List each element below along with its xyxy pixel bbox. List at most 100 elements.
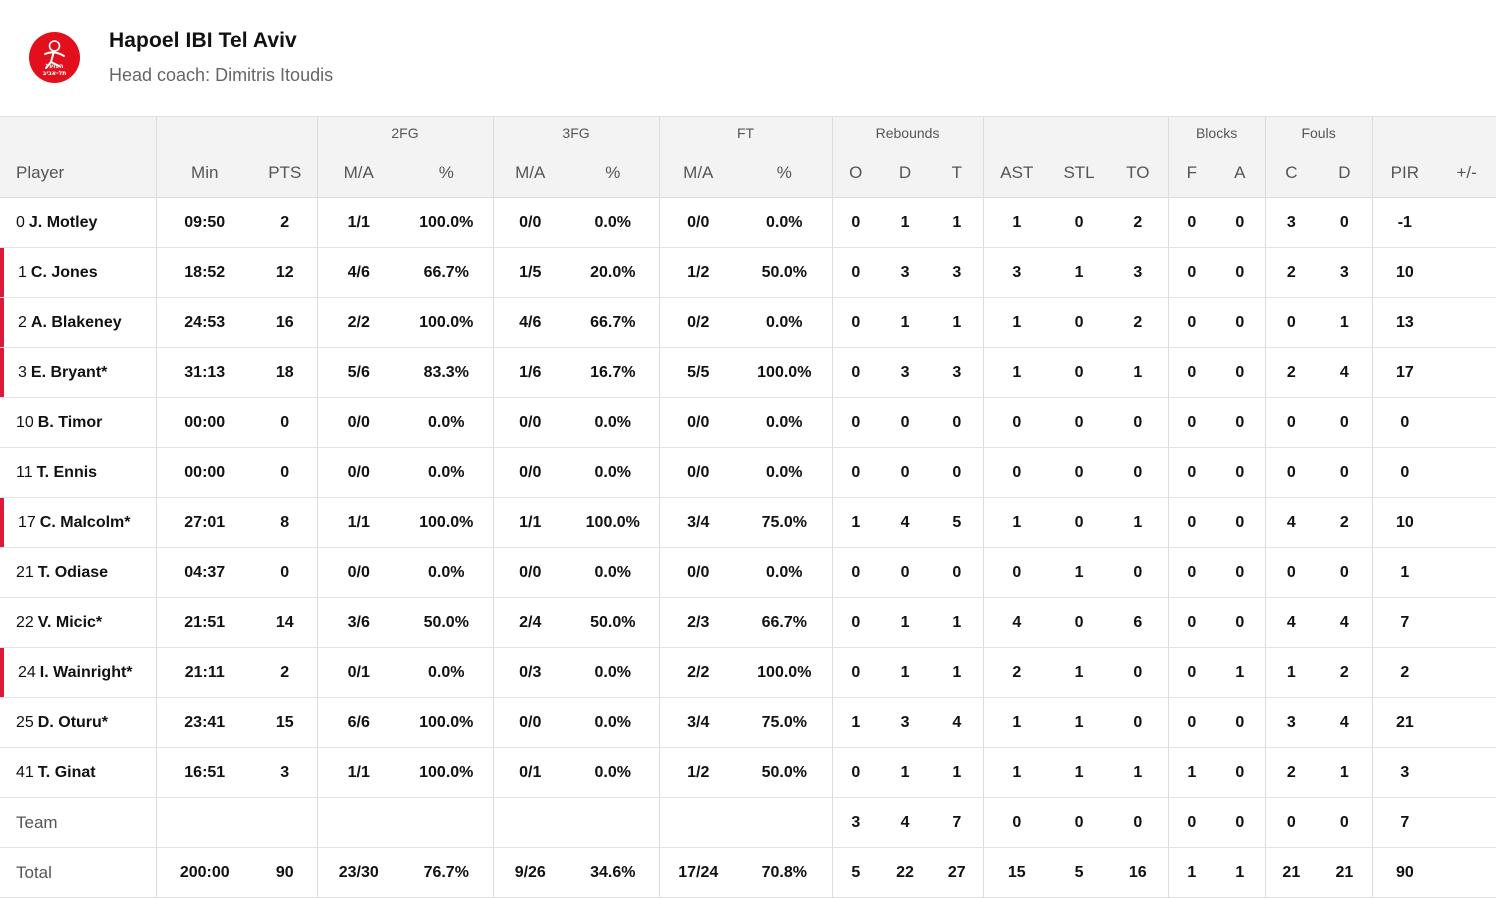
- col-ft-pct[interactable]: %: [737, 149, 833, 198]
- player-name[interactable]: T. Ginat: [37, 763, 96, 781]
- player-name[interactable]: A. Blakeney: [30, 313, 122, 331]
- col-min[interactable]: Min: [155, 149, 253, 198]
- stat-to: 2: [1108, 297, 1169, 348]
- stat-stl: 0: [1050, 497, 1109, 548]
- stat-foul-d: 0: [1317, 447, 1373, 498]
- col-pir[interactable]: PIR: [1371, 149, 1438, 198]
- player-name[interactable]: T. Ennis: [36, 463, 98, 481]
- stat-foul-d: 4: [1317, 347, 1373, 398]
- player-cell[interactable]: 2 A. Blakeney: [0, 297, 156, 348]
- col-ast[interactable]: AST: [982, 149, 1051, 198]
- stat-reb-d: 1: [879, 647, 932, 698]
- player-name[interactable]: T. Odiase: [37, 563, 109, 581]
- stat-ast: 1: [982, 747, 1051, 798]
- player-cell[interactable]: 17 C. Malcolm*: [0, 497, 156, 548]
- player-cell[interactable]: 1 C. Jones: [0, 247, 156, 298]
- col-2fg-ma[interactable]: M/A: [316, 149, 400, 198]
- player-cell[interactable]: 24 I. Wainright*: [0, 647, 156, 698]
- player-cell[interactable]: 0 J. Motley: [0, 197, 156, 248]
- stat-pts: 0: [253, 447, 317, 498]
- stat-foul-c: 0: [1264, 397, 1318, 448]
- col-reb-t[interactable]: T: [931, 149, 984, 198]
- player-cell[interactable]: 41 T. Ginat: [0, 747, 156, 798]
- stat-pm: [1437, 247, 1496, 298]
- player-name[interactable]: D. Oturu*: [37, 713, 109, 731]
- player-name[interactable]: I. Wainright*: [39, 663, 133, 681]
- stat-blk-a: 0: [1215, 247, 1266, 298]
- col-stl[interactable]: STL: [1050, 149, 1109, 198]
- player-row: 1 C. Jones 18:52 12 4/6 66.7% 1/5 20.0% 1/2 50.0%…: [0, 247, 1496, 298]
- stat-stl: 0: [1050, 797, 1109, 848]
- col-to[interactable]: TO: [1108, 149, 1169, 198]
- player-cell[interactable]: 21 T. Odiase: [0, 547, 156, 598]
- stat-foul-d: 1: [1317, 297, 1373, 348]
- stat-min: [155, 797, 253, 848]
- stat-fg3-ma: 0/0: [492, 697, 568, 748]
- col-ft-ma[interactable]: M/A: [658, 149, 738, 198]
- player-name[interactable]: J. Motley: [28, 213, 98, 231]
- player-name[interactable]: B. Timor: [37, 413, 103, 431]
- stat-reb-o: 0: [831, 547, 880, 598]
- stat-min: 23:41: [155, 697, 253, 748]
- stat-blk-a: 0: [1215, 597, 1266, 648]
- player-number: 10: [16, 413, 34, 431]
- stat-fg2-pct: 100.0%: [400, 197, 494, 248]
- player-name[interactable]: C. Malcolm*: [39, 513, 131, 531]
- col-3fg-pct[interactable]: %: [567, 149, 660, 198]
- stat-pir: 0: [1371, 447, 1438, 498]
- stat-pm: [1437, 697, 1496, 748]
- col-2fg-pct[interactable]: %: [400, 149, 494, 198]
- stat-blk-f: 0: [1167, 297, 1216, 348]
- stat-fg3-ma: 0/0: [492, 397, 568, 448]
- stat-ft-pct: 100.0%: [737, 347, 833, 398]
- stat-fg3-pct: 0.0%: [567, 397, 660, 448]
- player-cell[interactable]: 11 T. Ennis: [0, 447, 156, 498]
- stat-reb-o: 1: [831, 697, 880, 748]
- player-cell[interactable]: 10 B. Timor: [0, 397, 156, 448]
- col-foul-c[interactable]: C: [1264, 149, 1318, 198]
- col-pts[interactable]: PTS: [253, 149, 317, 198]
- col-3fg-ma[interactable]: M/A: [492, 149, 568, 198]
- col-blk-f[interactable]: F: [1167, 149, 1216, 198]
- player-name[interactable]: C. Jones: [30, 263, 98, 281]
- stat-pts: 2: [253, 647, 317, 698]
- stat-stl: 1: [1050, 547, 1109, 598]
- stat-fg2-ma: 1/1: [316, 197, 400, 248]
- stat-pir: 17: [1371, 347, 1438, 398]
- col-reb-d[interactable]: D: [879, 149, 932, 198]
- stat-reb-t: 1: [931, 747, 984, 798]
- stat-fg3-ma: 0/1: [492, 747, 568, 798]
- stat-fg3-pct: 0.0%: [567, 547, 660, 598]
- stat-stl: 0: [1050, 347, 1109, 398]
- stat-reb-d: 1: [879, 597, 932, 648]
- stat-fg2-ma: 3/6: [316, 597, 400, 648]
- stat-blk-a: 0: [1215, 197, 1266, 248]
- col-player[interactable]: Player: [0, 149, 156, 198]
- stat-pir: 3: [1371, 747, 1438, 798]
- player-cell[interactable]: 25 D. Oturu*: [0, 697, 156, 748]
- stat-reb-o: 0: [831, 447, 880, 498]
- stat-blk-a: 0: [1215, 447, 1266, 498]
- stat-blk-f: 0: [1167, 247, 1216, 298]
- stat-foul-d: 4: [1317, 697, 1373, 748]
- stat-fg2-ma: 0/0: [316, 547, 400, 598]
- player-name[interactable]: V. Micic*: [37, 613, 103, 631]
- player-cell[interactable]: 3 E. Bryant*: [0, 347, 156, 398]
- player-number: 25: [16, 713, 34, 731]
- player-row: 22 V. Micic* 21:51 14 3/6 50.0% 2/4 50.0% 2/3 66.…: [0, 597, 1496, 648]
- col-plus-minus[interactable]: +/-: [1437, 149, 1496, 198]
- stat-fg3-pct: 0.0%: [567, 647, 660, 698]
- stat-pm: [1437, 347, 1496, 398]
- stat-reb-d: 3: [879, 247, 932, 298]
- stat-min: 21:11: [155, 647, 253, 698]
- stat-fg3-ma: 1/6: [492, 347, 568, 398]
- team-row: Team 3 4 7 0 0 0 0 0 0 0 7: [0, 797, 1496, 848]
- col-blk-a[interactable]: A: [1215, 149, 1266, 198]
- group-rebounds: Rebounds: [831, 116, 984, 150]
- col-foul-d[interactable]: D: [1317, 149, 1373, 198]
- col-reb-o[interactable]: O: [831, 149, 880, 198]
- player-name[interactable]: E. Bryant*: [30, 363, 108, 381]
- stat-fg2-pct: 100.0%: [400, 497, 494, 548]
- player-cell[interactable]: 22 V. Micic*: [0, 597, 156, 648]
- stat-min: 00:00: [155, 447, 253, 498]
